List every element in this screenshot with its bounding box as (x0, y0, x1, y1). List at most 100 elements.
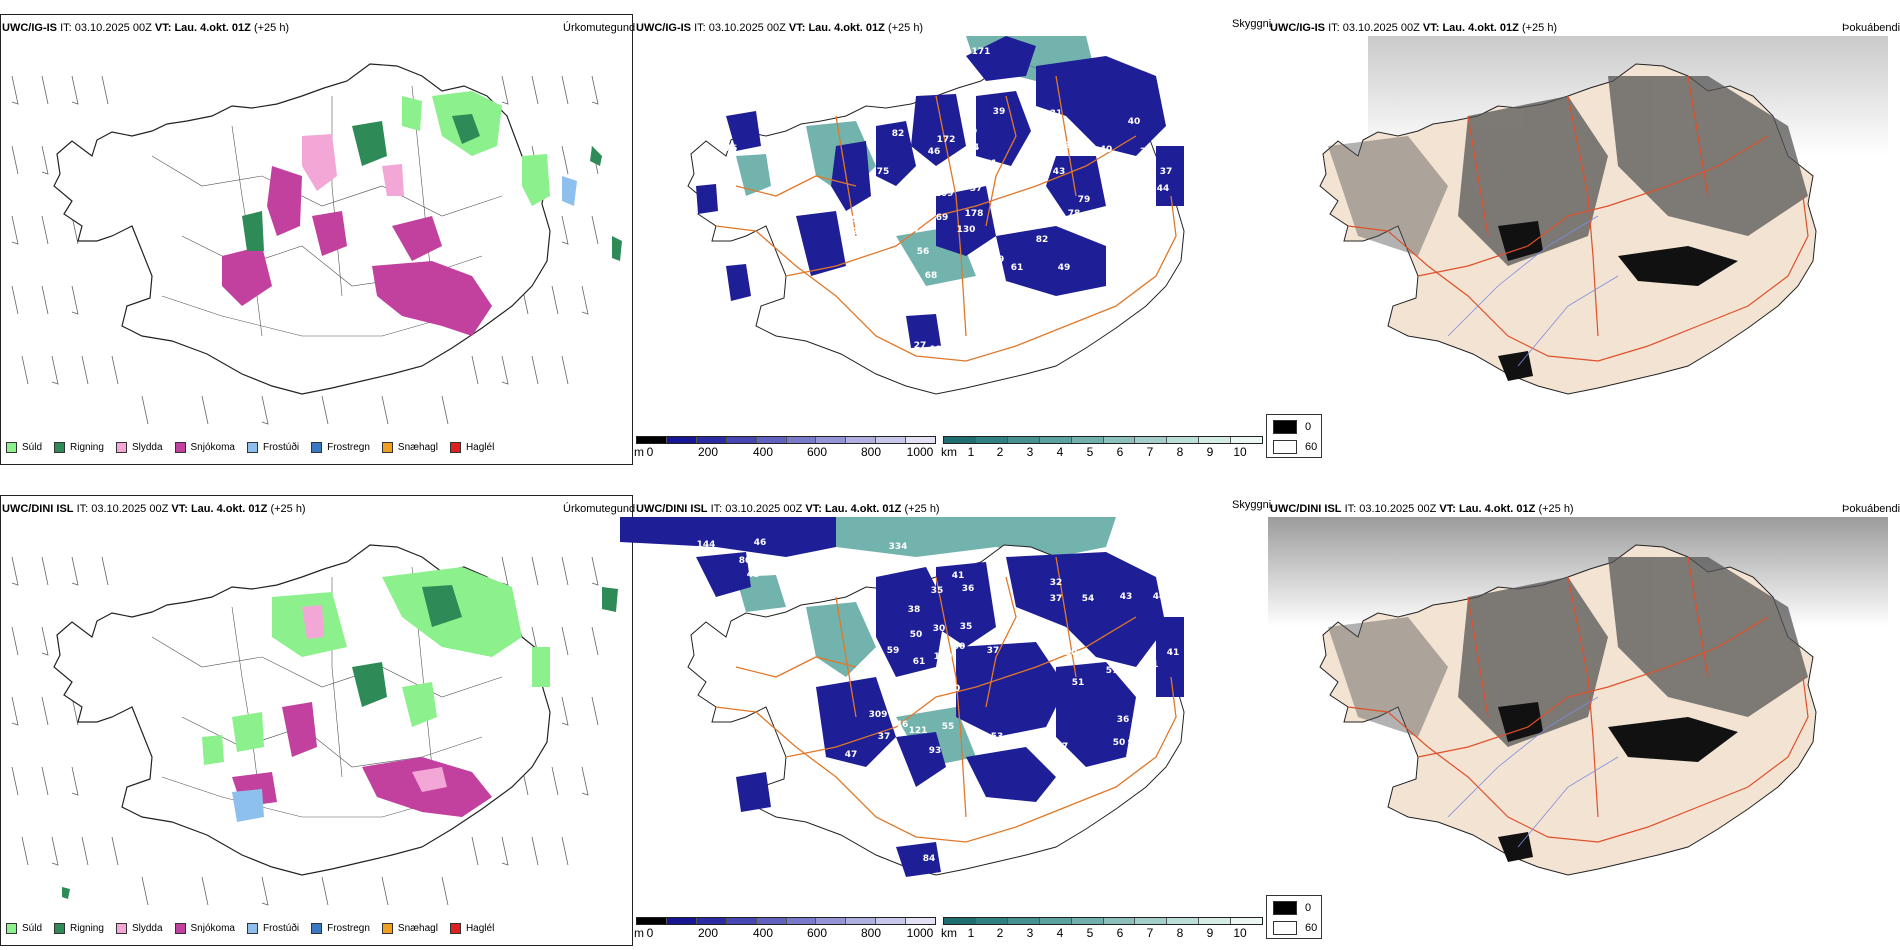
svg-text:89: 89 (965, 127, 978, 137)
svg-text:64: 64 (967, 143, 980, 153)
svg-text:138: 138 (917, 686, 936, 696)
legend-swatch (6, 922, 17, 934)
cloudbase-colorbar-strip (636, 436, 936, 444)
precip-type-title-1: Úrkomutegund (563, 22, 636, 34)
svg-text:70: 70 (948, 684, 961, 694)
visibility-colorbar-1: km 1 2 3 4 5 6 7 8 9 10 (941, 436, 1263, 459)
svg-text:75: 75 (877, 167, 890, 177)
precip-legend-2: Súld Rigning Slydda Snjókoma Frostúði Fr… (6, 918, 506, 938)
svg-text:44: 44 (1153, 592, 1166, 602)
svg-text:103: 103 (772, 144, 791, 154)
cloudbase-colorbar-strip (636, 917, 936, 925)
svg-text:78: 78 (1068, 209, 1081, 219)
svg-text:121: 121 (909, 726, 928, 736)
svg-text:61: 61 (913, 657, 926, 667)
svg-text:59: 59 (992, 255, 1005, 265)
svg-text:60: 60 (878, 275, 891, 285)
svg-text:77: 77 (766, 347, 779, 357)
fog-legend-swatch (1273, 921, 1297, 935)
svg-text:87: 87 (913, 177, 926, 187)
svg-text:42: 42 (1058, 141, 1071, 151)
legend-swatch (174, 441, 186, 453)
legend-swatch (246, 441, 258, 453)
svg-text:44: 44 (1157, 184, 1170, 194)
legend-item: Frostregn (311, 441, 370, 453)
fog-legend-1: 0 60 (1266, 414, 1322, 458)
svg-text:35: 35 (960, 622, 973, 632)
legend-item: Snjókoma (174, 922, 235, 934)
roads (715, 75, 1177, 362)
legend-item: Haglél (449, 922, 494, 934)
svg-text:48: 48 (887, 253, 900, 263)
legend-item: Rigning (54, 922, 104, 934)
svg-text:171: 171 (972, 47, 991, 57)
svg-text:38: 38 (908, 605, 921, 615)
fog-legend-2: 0 60 (1266, 895, 1322, 939)
svg-text:93: 93 (929, 746, 942, 756)
svg-text:27: 27 (914, 341, 927, 351)
legend-swatch (115, 922, 127, 934)
svg-text:49: 49 (1128, 736, 1141, 746)
svg-text:2295: 2295 (845, 227, 870, 237)
legend-swatch (311, 922, 323, 934)
svg-text:19: 19 (930, 377, 943, 387)
svg-text:84: 84 (923, 854, 936, 864)
legend-swatch (174, 922, 186, 934)
svg-text:56: 56 (917, 247, 930, 257)
precip-type-map-1 (11, 63, 622, 425)
svg-text:59: 59 (887, 646, 900, 656)
legend-swatch (54, 441, 66, 453)
svg-text:30: 30 (1065, 648, 1078, 658)
svg-text:37: 37 (1160, 167, 1173, 177)
svg-text:263: 263 (849, 215, 868, 225)
cloudbase-blue-fields (696, 36, 1184, 348)
cloudbase-unit: m (634, 445, 644, 459)
visibility-ticks: 1 2 3 4 5 6 7 8 9 10 (967, 926, 1247, 940)
legend-swatch (6, 441, 17, 453)
internal-contours (151, 85, 503, 337)
run-header-precip-1: UWC/IG-IS IT: 03.10.2025 00Z VT: Lau. 4.… (2, 22, 290, 34)
svg-text:51: 51 (1072, 678, 1085, 688)
fog-legend-swatch (1273, 901, 1297, 915)
fog-title-1: Þokuábendi (1842, 22, 1900, 34)
legend-swatch (381, 441, 393, 453)
fog-map-1 (1319, 36, 1888, 395)
legend-item: Snæhagl (381, 441, 438, 453)
svg-text:82: 82 (1036, 235, 1049, 245)
svg-text:109: 109 (934, 652, 953, 662)
svg-text:37: 37 (878, 732, 891, 742)
svg-text:57: 57 (1021, 732, 1034, 742)
svg-text:132: 132 (930, 345, 949, 355)
precip-type-title-2: Úrkomutegund (563, 503, 636, 515)
svg-text:37: 37 (1050, 125, 1063, 135)
svg-text:43: 43 (1120, 592, 1133, 602)
svg-text:144: 144 (697, 540, 716, 550)
visibility-title-1: Skyggni (1232, 18, 1272, 30)
precip-legend-1: Súld Rigning Slydda Snjókoma Frostúði Fr… (6, 437, 506, 457)
svg-text:165: 165 (922, 824, 941, 834)
cloudbase-unit: m (634, 926, 644, 940)
legend-swatch (54, 922, 66, 934)
cloudbase-ticks: 0 200 400 600 800 1000 (646, 926, 934, 940)
visibility-map-2: 144 46 334 80 48 103 84 41 35 36 32 37 54 43 44 38 5… (620, 517, 1185, 886)
svg-text:30: 30 (953, 642, 966, 652)
fog-title-2: Þokuábendi (1842, 503, 1900, 515)
legend-swatch (449, 441, 461, 453)
svg-text:35: 35 (931, 586, 944, 596)
svg-text:309: 309 (869, 710, 888, 720)
svg-text:47: 47 (845, 750, 858, 760)
cloudbase-colorbar-2: m 0 200 400 600 800 1000 (634, 917, 936, 940)
svg-text:138: 138 (907, 876, 926, 886)
legend-item: Slydda (115, 922, 163, 934)
legend-item: Súld (6, 441, 42, 453)
svg-text:161: 161 (905, 824, 924, 834)
svg-text:46: 46 (896, 720, 909, 730)
svg-text:57: 57 (970, 184, 983, 194)
run-header-precip-2: UWC/DINI ISL IT: 03.10.2025 00Z VT: Lau.… (2, 503, 306, 515)
svg-text:84: 84 (755, 625, 768, 635)
run-header-fog-2: UWC/DINI ISL IT: 03.10.2025 00Z VT: Lau.… (1270, 503, 1574, 515)
svg-text:76: 76 (725, 144, 738, 154)
cloudbase-colorbar-1: m 0 200 400 600 800 1000 (634, 436, 936, 459)
legend-item: Súld (6, 922, 42, 934)
visibility-colorbar-2: km 1 2 3 4 5 6 7 8 9 10 (941, 917, 1263, 940)
